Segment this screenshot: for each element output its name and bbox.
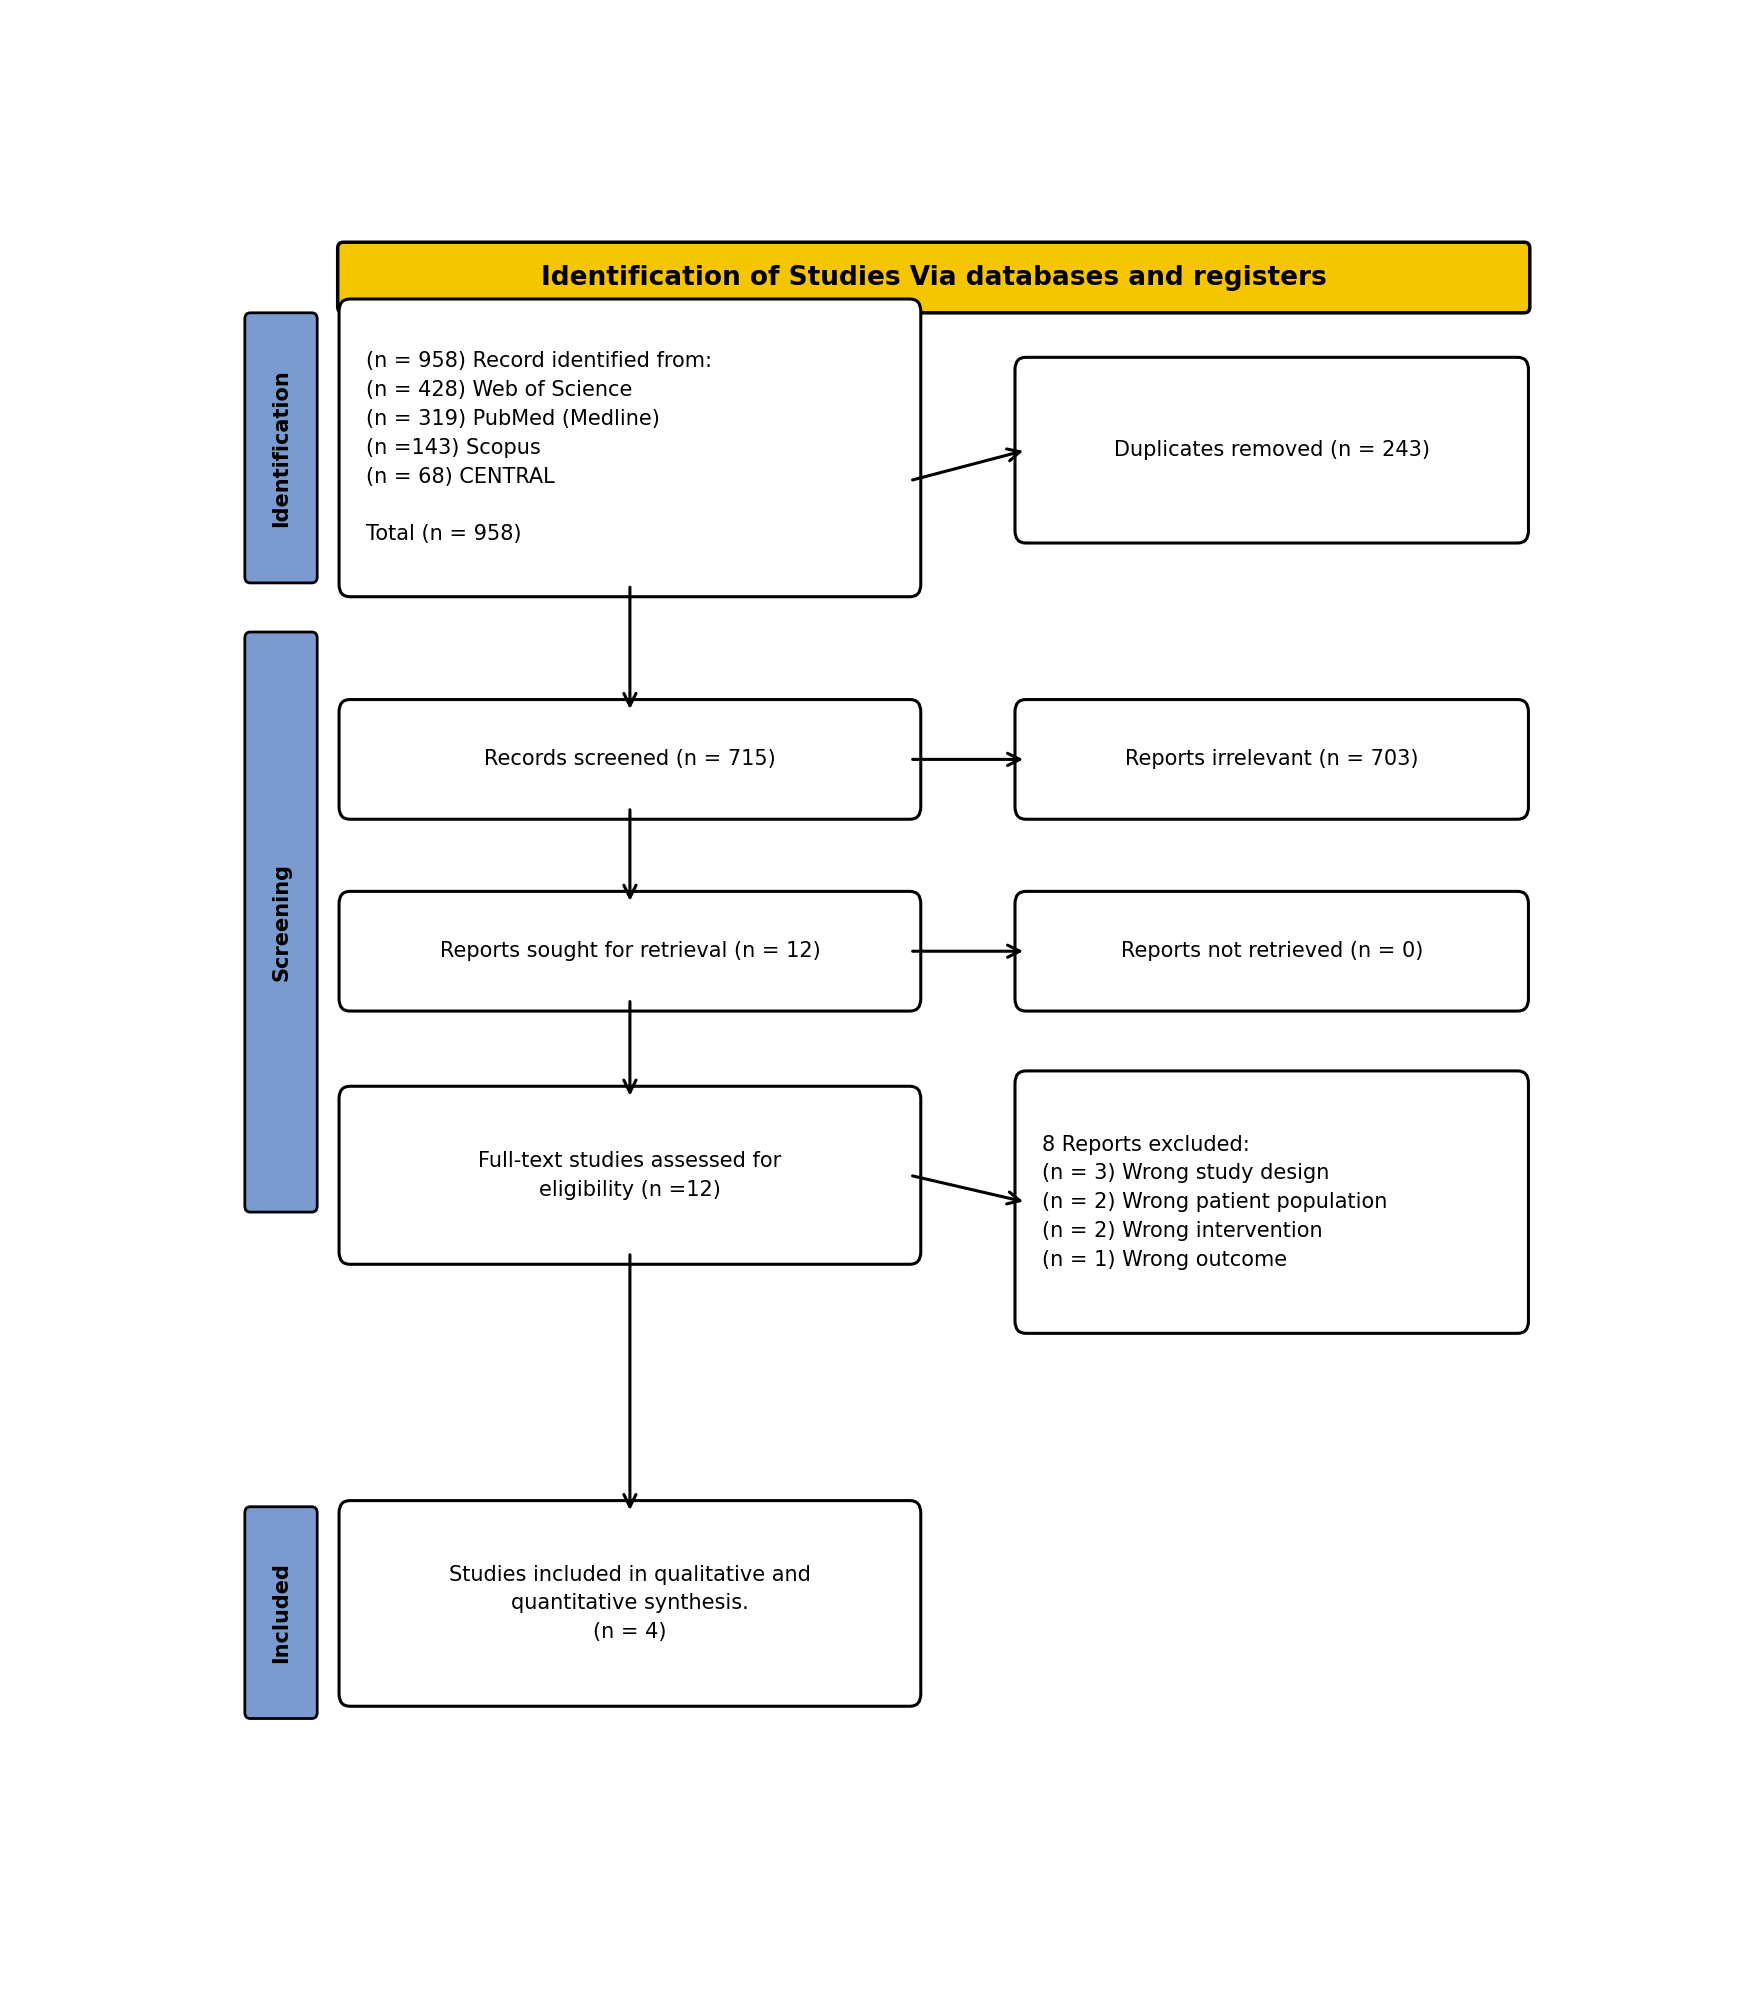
FancyBboxPatch shape: [245, 632, 317, 1212]
Text: Included: Included: [271, 1563, 291, 1662]
Text: Reports sought for retrieval (n = 12): Reports sought for retrieval (n = 12): [439, 941, 821, 961]
FancyBboxPatch shape: [338, 1086, 922, 1264]
FancyBboxPatch shape: [338, 700, 922, 819]
Text: Reports irrelevant (n = 703): Reports irrelevant (n = 703): [1124, 749, 1418, 769]
Text: Studies included in qualitative and
quantitative synthesis.
(n = 4): Studies included in qualitative and quan…: [449, 1565, 811, 1642]
Text: Full-text studies assessed for
eligibility (n =12): Full-text studies assessed for eligibili…: [478, 1150, 782, 1200]
Text: Screening: Screening: [271, 863, 291, 981]
FancyBboxPatch shape: [245, 1507, 317, 1718]
Text: Duplicates removed (n = 243): Duplicates removed (n = 243): [1114, 440, 1429, 460]
FancyBboxPatch shape: [338, 243, 1529, 313]
FancyBboxPatch shape: [1015, 1070, 1528, 1333]
FancyBboxPatch shape: [1015, 891, 1528, 1010]
Text: Identification of Studies Via databases and registers: Identification of Studies Via databases …: [541, 265, 1327, 291]
Text: (n = 958) Record identified from:
(n = 428) Web of Science
(n = 319) PubMed (Med: (n = 958) Record identified from: (n = 4…: [366, 351, 712, 544]
Text: Identification: Identification: [271, 369, 291, 526]
Text: Reports not retrieved (n = 0): Reports not retrieved (n = 0): [1121, 941, 1424, 961]
FancyBboxPatch shape: [338, 1501, 922, 1706]
FancyBboxPatch shape: [1015, 700, 1528, 819]
FancyBboxPatch shape: [338, 891, 922, 1010]
FancyBboxPatch shape: [338, 299, 922, 596]
FancyBboxPatch shape: [1015, 357, 1528, 542]
Text: 8 Reports excluded:
(n = 3) Wrong study design
(n = 2) Wrong patient population
: 8 Reports excluded: (n = 3) Wrong study …: [1043, 1134, 1388, 1270]
FancyBboxPatch shape: [245, 313, 317, 582]
Text: Records screened (n = 715): Records screened (n = 715): [485, 749, 775, 769]
